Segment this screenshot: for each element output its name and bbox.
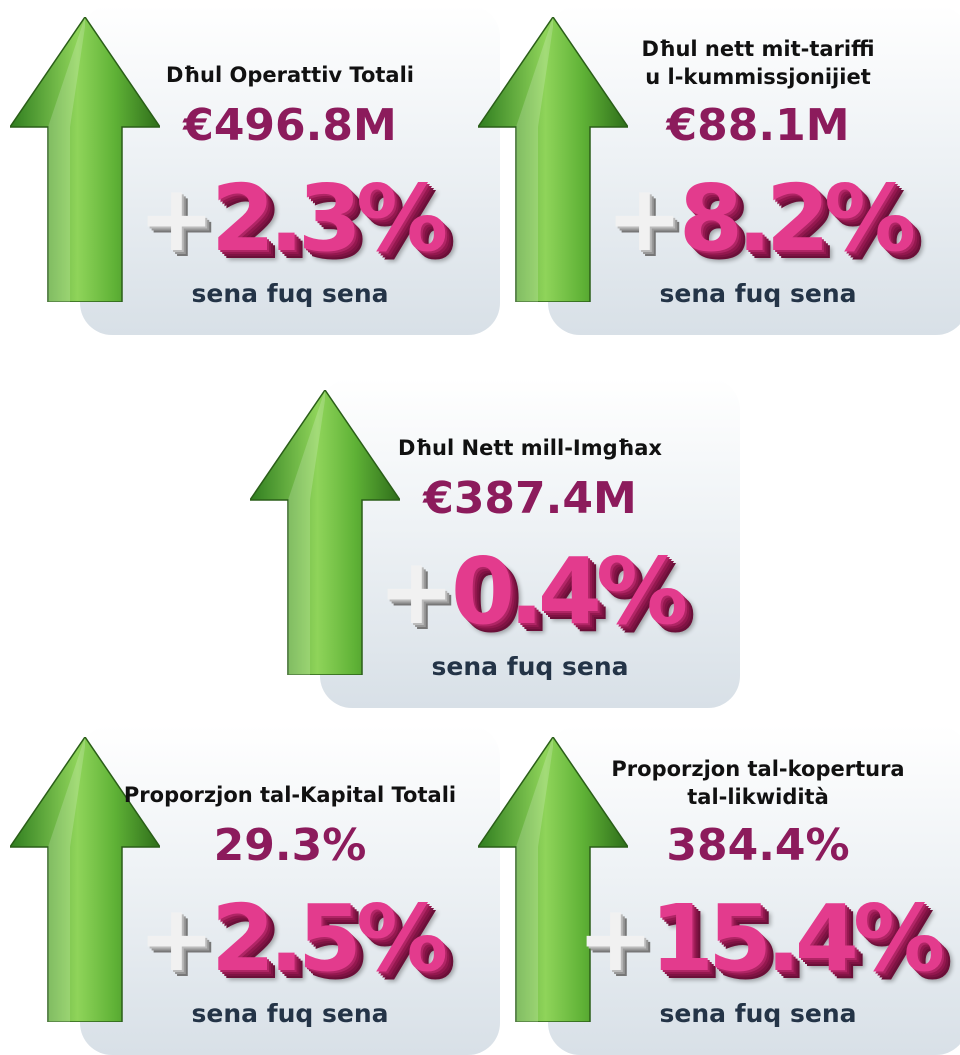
- up-arrow: [8, 735, 162, 1023]
- stat-card: [80, 725, 500, 1055]
- card-title: Dħul Nett mill-Imgħax: [360, 434, 700, 462]
- change-sign: +: [137, 165, 215, 272]
- card-change: +2.5%: [100, 885, 480, 992]
- card-note: sena fuq sena: [191, 999, 389, 1028]
- card-change: +15.4%: [568, 885, 948, 992]
- card-title: Dħul nett mit-tariffi u l-kummissjonijiet: [588, 35, 928, 91]
- card-value: €387.4M: [423, 473, 637, 524]
- title-line: Dħul Nett mill-Imgħax: [398, 436, 662, 460]
- card-change: +0.4%: [340, 538, 720, 645]
- up-arrow: [476, 735, 630, 1023]
- change-value: 2.3%: [210, 165, 448, 272]
- card-value: 384.4%: [666, 820, 850, 871]
- change-value: 8.2%: [678, 165, 916, 272]
- card-value: €496.8M: [183, 100, 397, 151]
- title-line: tal-likwidità: [687, 785, 829, 809]
- title-line: Proporzjon tal-Kapital Totali: [123, 783, 457, 807]
- up-arrow: [248, 388, 402, 676]
- stat-card: [548, 725, 960, 1055]
- card-note: sena fuq sena: [659, 279, 857, 308]
- change-sign: +: [137, 885, 215, 992]
- change-sign: +: [377, 538, 455, 645]
- change-value: 15.4%: [649, 885, 945, 992]
- card-change: +2.3%: [100, 165, 480, 272]
- card-title: Dħul Operattiv Totali: [120, 61, 460, 89]
- stat-card: [548, 5, 960, 335]
- stat-card: [80, 5, 500, 335]
- card-change: +8.2%: [568, 165, 948, 272]
- card-value: €88.1M: [666, 100, 850, 151]
- title-line: Dħul Operattiv Totali: [166, 63, 414, 87]
- change-sign: +: [605, 165, 683, 272]
- card-note: sena fuq sena: [191, 279, 389, 308]
- title-line: Dħul nett mit-tariffi: [641, 37, 875, 61]
- card-value: 29.3%: [213, 820, 367, 871]
- title-line: u l-kummissjonijiet: [645, 65, 871, 89]
- stat-card: [320, 378, 740, 708]
- up-arrow: [476, 15, 630, 303]
- card-note: sena fuq sena: [659, 999, 857, 1028]
- card-title: Proporzjon tal-kopertura tal-likwidità: [588, 755, 928, 811]
- title-line: Proporzjon tal-kopertura: [611, 757, 905, 781]
- change-sign: +: [576, 885, 654, 992]
- change-value: 2.5%: [210, 885, 448, 992]
- change-value: 0.4%: [450, 538, 688, 645]
- card-note: sena fuq sena: [431, 652, 629, 681]
- card-title: Proporzjon tal-Kapital Totali: [120, 781, 460, 809]
- up-arrow: [8, 15, 162, 303]
